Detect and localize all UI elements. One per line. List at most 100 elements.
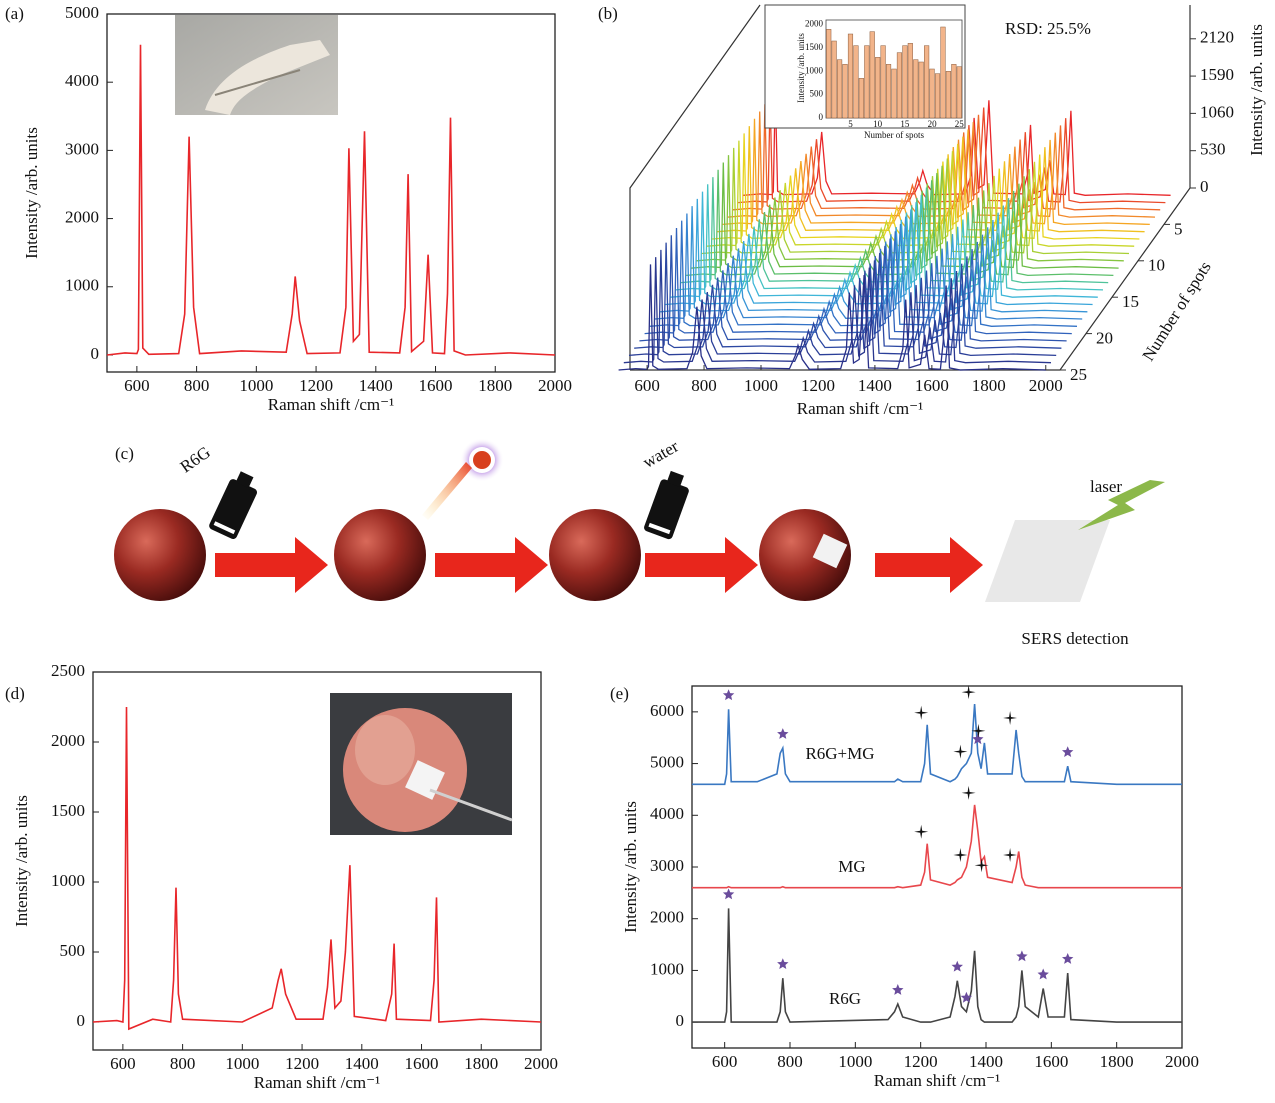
peak-star [723, 689, 734, 700]
bar [908, 43, 913, 118]
y-tick-label: 3000 [650, 856, 684, 875]
bar [957, 67, 962, 118]
bar [875, 57, 880, 118]
peak-star [952, 961, 964, 972]
x-tick-label: 1000 [225, 1054, 259, 1073]
y-tick-label: 6000 [650, 701, 684, 720]
peak-star [1038, 969, 1049, 980]
x-tick-label: 800 [170, 1054, 196, 1073]
x-tick-label: 2000 [538, 376, 572, 395]
x-tick-label: 1200 [299, 376, 333, 395]
inset-x-tick-label: 15 [900, 119, 910, 129]
peak-star [723, 888, 734, 899]
bar [924, 46, 929, 118]
x-tick-label: 1000 [838, 1052, 872, 1071]
y-tick-label: 4000 [65, 71, 99, 90]
substrate [985, 520, 1110, 602]
x-tick-label: 800 [691, 376, 717, 395]
x-tick-label: 1200 [904, 1052, 938, 1071]
y-tick-label: 1060 [1200, 102, 1234, 121]
peak-star [777, 958, 788, 969]
bar [843, 64, 848, 118]
bar [919, 62, 924, 118]
bar [946, 71, 951, 118]
y-tick-label: 0 [676, 1011, 685, 1030]
peak-star [892, 984, 903, 995]
z-tick-label: 5 [1174, 219, 1183, 238]
y-tick-label: 1590 [1200, 65, 1234, 84]
x-tick-label: 600 [634, 376, 660, 395]
y-tick-label: 1000 [65, 276, 99, 295]
x-tick-label: 1400 [858, 376, 892, 395]
spectrum-line [692, 805, 1182, 888]
y-tick-label: 2000 [51, 731, 85, 750]
inset-y-tick-label: 1000 [805, 65, 824, 75]
inset-y-tick-label: 2000 [805, 19, 824, 29]
bar [870, 32, 875, 118]
inset-y-label: Intensity /arb. units [796, 33, 806, 103]
y-axis-label: Intensity /arb. units [22, 127, 41, 259]
light-beam [422, 462, 472, 520]
x-axis-label: Raman shift /cm⁻¹ [797, 399, 923, 418]
x-tick-label: 1000 [239, 376, 273, 395]
bar [935, 74, 940, 118]
x-tick-label: 600 [110, 1054, 136, 1073]
bar [864, 46, 869, 118]
x-tick-label: 1400 [359, 376, 393, 395]
panel-label: (c) [115, 444, 134, 463]
panel-label: (b) [598, 4, 618, 23]
y-tick-label: 4000 [650, 804, 684, 823]
y-tick-label: 530 [1200, 140, 1226, 159]
bar [848, 34, 853, 118]
peak-cross [914, 706, 928, 720]
peak-star [1062, 953, 1073, 964]
inset-x-tick-label: 20 [928, 119, 938, 129]
inset-x-tick-label: 5 [848, 119, 853, 129]
bar [826, 29, 831, 118]
inset-photo [330, 693, 512, 835]
bar [913, 60, 918, 118]
x-tick-label: 1600 [419, 376, 453, 395]
bar [837, 60, 842, 118]
z-tick-label: 10 [1148, 256, 1165, 275]
spray-bottle [643, 469, 693, 540]
y-tick-label: 0 [77, 1011, 86, 1030]
x-tick-label: 1600 [405, 1054, 439, 1073]
y-tick-label: 2000 [65, 207, 99, 226]
bar [859, 78, 864, 118]
apple [549, 509, 641, 601]
inset-x-label: Number of spots [864, 130, 924, 140]
y-axis-label: Intensity /arb. units [1247, 24, 1266, 156]
spray-label: R6G [177, 442, 214, 476]
y-tick-label: 3000 [65, 139, 99, 158]
peak-cross [914, 825, 928, 839]
y-axis-label: Intensity /arb. units [12, 795, 31, 927]
bar [881, 46, 886, 118]
peak-cross [962, 786, 976, 800]
peak-star [1062, 746, 1073, 757]
z-tick-label: 20 [1096, 329, 1113, 348]
y-tick-label: 5000 [650, 752, 684, 771]
y-tick-label: 1000 [51, 871, 85, 890]
peak-star [1016, 950, 1027, 961]
panel-label: (e) [610, 684, 629, 703]
x-tick-label: 800 [777, 1052, 803, 1071]
spray-bottle [208, 469, 263, 541]
inset-x-tick-label: 25 [955, 119, 965, 129]
apple [114, 509, 206, 601]
x-tick-label: 1200 [285, 1054, 319, 1073]
bar [886, 64, 891, 118]
y-tick-label: 2500 [51, 661, 85, 680]
spectrum-line [692, 908, 1182, 1022]
spray-label: water [639, 436, 681, 471]
x-tick-label: 1800 [464, 1054, 498, 1073]
series-label: R6G [829, 989, 861, 1008]
y-tick-label: 5000 [65, 3, 99, 22]
x-tick-label: 600 [712, 1052, 738, 1071]
spectrum-line [692, 704, 1182, 784]
y-tick-label: 500 [60, 941, 86, 960]
laser-label: laser [1090, 477, 1122, 496]
plot-frame [692, 686, 1182, 1048]
x-tick-label: 800 [184, 376, 210, 395]
process-diagram: (c) R6G water laser SERS detection [114, 436, 1165, 648]
